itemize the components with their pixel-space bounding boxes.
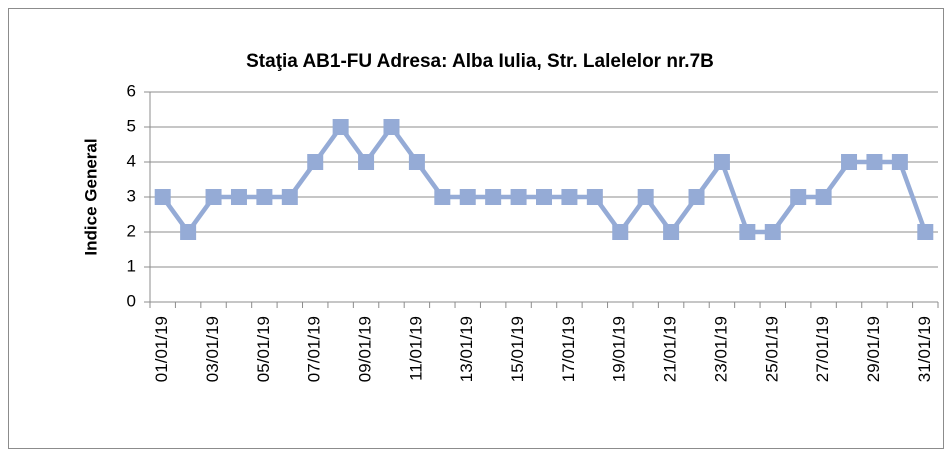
x-tick-label: 17/01/19 bbox=[559, 316, 578, 382]
y-tick-label: 2 bbox=[127, 221, 136, 240]
x-tick-label: 13/01/19 bbox=[457, 316, 476, 382]
marker bbox=[841, 154, 858, 170]
marker bbox=[434, 189, 451, 205]
x-tick-label: 29/01/19 bbox=[864, 316, 883, 382]
marker bbox=[332, 119, 349, 135]
chart-title: Staţia AB1-FU Adresa: Alba Iulia, Str. L… bbox=[246, 51, 714, 72]
x-tick-label: 09/01/19 bbox=[356, 316, 375, 382]
marker bbox=[586, 189, 603, 205]
marker bbox=[561, 189, 578, 205]
marker bbox=[790, 189, 807, 205]
y-tick-label: 1 bbox=[127, 256, 136, 275]
marker bbox=[485, 189, 502, 205]
marker bbox=[663, 224, 680, 240]
x-tick-label: 25/01/19 bbox=[762, 316, 781, 382]
x-tick-label: 27/01/19 bbox=[813, 316, 832, 382]
marker bbox=[383, 119, 400, 135]
marker bbox=[510, 189, 527, 205]
marker bbox=[230, 189, 247, 205]
marker bbox=[815, 189, 832, 205]
y-axis-label: Indice General bbox=[81, 138, 100, 255]
x-tick-label: 07/01/19 bbox=[305, 316, 324, 382]
marker bbox=[688, 189, 705, 205]
chart-frame bbox=[8, 8, 944, 449]
marker bbox=[764, 224, 781, 240]
x-tick-label: 03/01/19 bbox=[203, 316, 222, 382]
marker bbox=[891, 154, 908, 170]
x-tick-label: 23/01/19 bbox=[711, 316, 730, 382]
marker bbox=[739, 224, 756, 240]
marker bbox=[154, 189, 171, 205]
y-tick-label: 4 bbox=[127, 151, 136, 170]
marker bbox=[637, 189, 654, 205]
marker bbox=[205, 189, 222, 205]
marker bbox=[408, 154, 425, 170]
y-tick-label: 3 bbox=[127, 186, 136, 205]
x-tick-label: 31/01/19 bbox=[915, 316, 934, 382]
y-tick-label: 5 bbox=[127, 116, 136, 135]
x-tick-label: 05/01/19 bbox=[254, 316, 273, 382]
x-tick-label: 19/01/19 bbox=[610, 316, 629, 382]
marker bbox=[256, 189, 273, 205]
marker bbox=[459, 189, 476, 205]
marker bbox=[612, 224, 629, 240]
marker bbox=[281, 189, 298, 205]
marker bbox=[536, 189, 552, 205]
marker bbox=[307, 154, 324, 170]
marker bbox=[358, 154, 375, 170]
x-tick-label: 01/01/19 bbox=[152, 316, 171, 382]
x-tick-label: 11/01/19 bbox=[406, 316, 425, 381]
marker bbox=[180, 224, 197, 240]
x-tick-label: 15/01/19 bbox=[508, 316, 527, 382]
y-tick-label: 0 bbox=[127, 291, 136, 310]
x-tick-label: 21/01/19 bbox=[661, 316, 680, 382]
marker bbox=[917, 224, 934, 240]
marker bbox=[713, 154, 730, 170]
y-tick-label: 6 bbox=[127, 81, 136, 100]
marker bbox=[866, 154, 883, 170]
